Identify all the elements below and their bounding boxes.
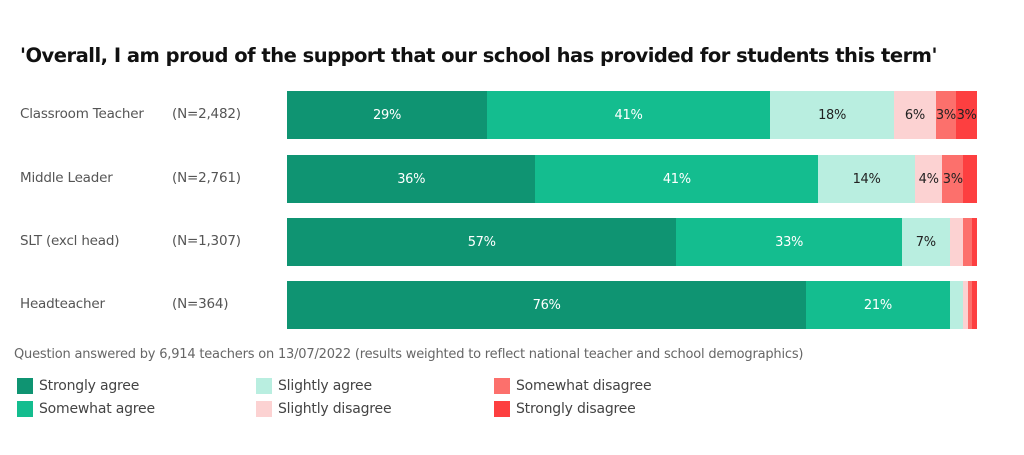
legend-label: Somewhat agree bbox=[39, 401, 155, 417]
legend-item-strongly-disagree: Strongly disagree bbox=[494, 400, 636, 418]
row-sample-size: (N=2,761) bbox=[172, 170, 241, 186]
legend-label: Somewhat disagree bbox=[516, 378, 652, 394]
row-label: Headteacher bbox=[20, 296, 105, 312]
bar-row-classroom-teacher: Classroom Teacher (N=2,482) 29% 41% 18% 6% 3… bbox=[0, 91, 1024, 139]
bar-segment-slightly-agree: 14% bbox=[818, 155, 915, 203]
bar-row-slt: SLT (excl head) (N=1,307) 57% 33% 7% bbox=[0, 218, 1024, 266]
bar-row-middle-leader: Middle Leader (N=2,761) 36% 41% 14% 4% 3% bbox=[0, 155, 1024, 203]
bar-segment-slightly-disagree: 6% bbox=[894, 91, 936, 139]
stacked-bar: 29% 41% 18% 6% 3% 3% bbox=[287, 91, 977, 139]
bar-segment-strongly-agree: 29% bbox=[287, 91, 488, 139]
bar-segment-somewhat-agree: 33% bbox=[676, 218, 902, 266]
row-label: Middle Leader bbox=[20, 170, 113, 186]
legend-item-somewhat-agree: Somewhat agree bbox=[17, 400, 155, 418]
stacked-bar: 36% 41% 14% 4% 3% bbox=[287, 155, 977, 203]
legend-swatch bbox=[256, 401, 272, 417]
stacked-bar: 57% 33% 7% bbox=[287, 218, 977, 266]
bar-segment-slightly-agree: 18% bbox=[769, 91, 895, 139]
row-label: Classroom Teacher bbox=[20, 106, 144, 122]
legend-label: Strongly disagree bbox=[516, 401, 636, 417]
legend-swatch bbox=[494, 378, 510, 394]
stacked-bar: 76% 21% bbox=[287, 281, 977, 329]
row-sample-size: (N=1,307) bbox=[172, 233, 241, 249]
legend-item-slightly-agree: Slightly agree bbox=[256, 377, 372, 395]
legend-swatch bbox=[17, 378, 33, 394]
legend-item-slightly-disagree: Slightly disagree bbox=[256, 400, 392, 418]
footnote: Question answered by 6,914 teachers on 1… bbox=[14, 347, 804, 362]
legend-label: Slightly agree bbox=[278, 378, 372, 394]
bar-segment-strongly-agree: 76% bbox=[287, 281, 807, 329]
bar-segment-somewhat-disagree: 3% bbox=[942, 155, 964, 203]
bar-segment-strongly-disagree bbox=[963, 155, 977, 203]
bar-segment-somewhat-agree: 41% bbox=[535, 155, 819, 203]
bar-segment-somewhat-agree: 21% bbox=[806, 281, 950, 329]
bar-row-headteacher: Headteacher (N=364) 76% 21% bbox=[0, 281, 1024, 329]
legend-item-somewhat-disagree: Somewhat disagree bbox=[494, 377, 652, 395]
legend-swatch bbox=[17, 401, 33, 417]
bar-segment-somewhat-disagree bbox=[963, 218, 973, 266]
row-sample-size: (N=2,482) bbox=[172, 106, 241, 122]
bar-segment-slightly-disagree: 4% bbox=[914, 155, 943, 203]
bar-segment-strongly-agree: 57% bbox=[287, 218, 677, 266]
row-sample-size: (N=364) bbox=[172, 296, 229, 312]
row-label: SLT (excl head) bbox=[20, 233, 120, 249]
bar-segment-somewhat-disagree: 3% bbox=[935, 91, 957, 139]
bar-segment-strongly-disagree bbox=[971, 281, 977, 329]
bar-segment-strongly-agree: 36% bbox=[287, 155, 536, 203]
legend-swatch bbox=[494, 401, 510, 417]
bar-segment-somewhat-disagree bbox=[968, 281, 972, 329]
bar-segment-slightly-agree: 7% bbox=[901, 218, 950, 266]
bar-segment-slightly-disagree bbox=[949, 218, 964, 266]
bar-segment-strongly-disagree: 3% bbox=[956, 91, 977, 139]
legend-item-strongly-agree: Strongly agree bbox=[17, 377, 139, 395]
legend-label: Slightly disagree bbox=[278, 401, 392, 417]
bar-segment-slightly-agree bbox=[949, 281, 964, 329]
bar-segment-strongly-disagree bbox=[972, 218, 977, 266]
chart-title: 'Overall, I am proud of the support that… bbox=[20, 44, 937, 67]
legend-label: Strongly agree bbox=[39, 378, 140, 394]
legend-swatch bbox=[256, 378, 272, 394]
bar-segment-slightly-disagree bbox=[963, 281, 969, 329]
bar-segment-somewhat-agree: 41% bbox=[487, 91, 770, 139]
